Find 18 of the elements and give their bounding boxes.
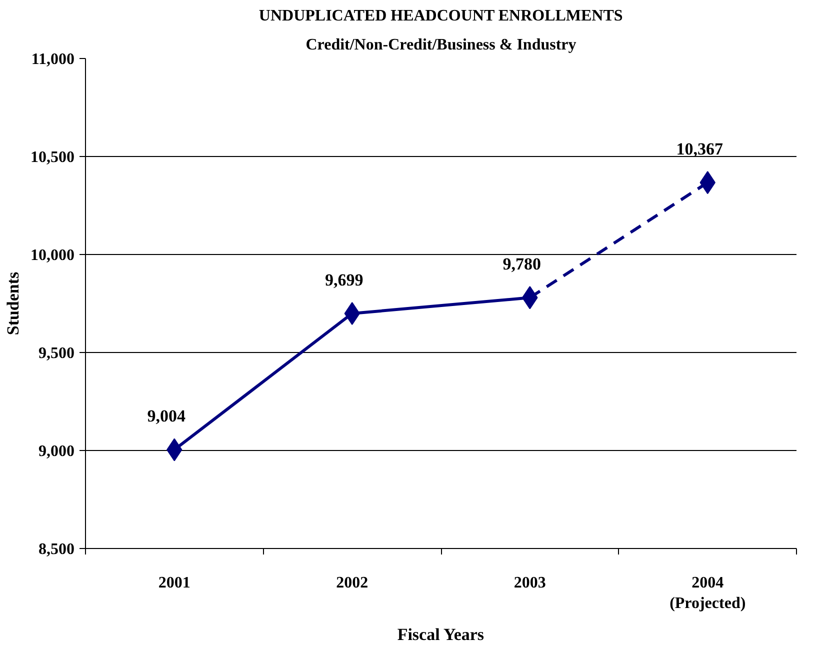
data-label: 9,780	[502, 254, 541, 274]
data-label: 10,367	[676, 140, 724, 159]
chart-title: UNDUPLICATED HEADCOUNT ENROLLMENTS	[258, 8, 623, 24]
y-tick-label: 9,000	[38, 443, 74, 460]
x-axis-title: Fiscal Years	[397, 624, 484, 644]
x-tick-label: 2003	[514, 574, 546, 592]
data-label: 9,699	[325, 270, 364, 290]
x-tick-label: 2002	[336, 574, 368, 592]
x-tick-label: 2001	[158, 574, 190, 592]
x-tick-label: 2004 (Projected)	[670, 574, 746, 612]
y-axis-title: Students	[4, 271, 22, 336]
y-tick-label: 10,000	[30, 247, 74, 264]
y-tick-label: 11,000	[31, 51, 75, 68]
chart-subtitle: Credit/Non-Credit/Business & Industry	[306, 36, 576, 54]
data-label: 9,004	[147, 406, 186, 426]
y-tick-label: 9,500	[38, 345, 74, 362]
y-tick-label: 8,500	[38, 541, 74, 558]
y-tick-label: 10,500	[30, 149, 74, 166]
